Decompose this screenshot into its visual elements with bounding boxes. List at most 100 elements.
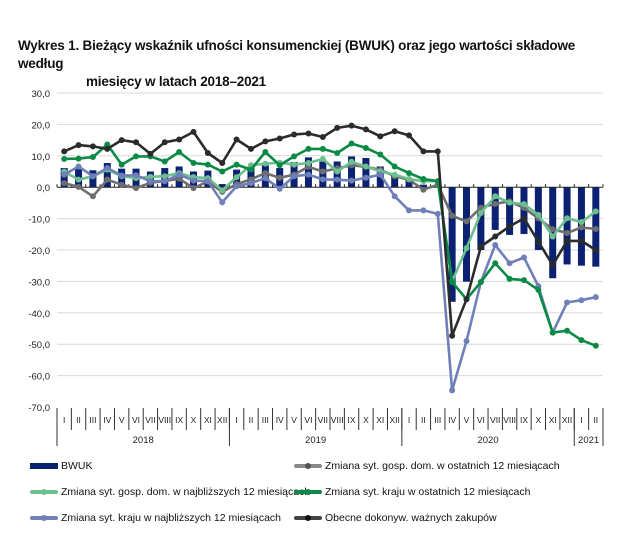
point-series-2 — [147, 173, 154, 180]
point-series-2 — [578, 219, 585, 226]
point-series-5 — [578, 237, 585, 244]
point-series-3 — [406, 170, 413, 177]
point-series-4 — [190, 177, 197, 184]
y-tick-label: 10,0 — [32, 152, 51, 163]
point-series-5 — [549, 262, 556, 269]
point-series-1 — [118, 181, 125, 188]
point-series-4 — [75, 163, 82, 170]
point-series-3 — [247, 166, 254, 173]
x-month-label: X — [536, 415, 542, 425]
x-month-label: I — [63, 415, 65, 425]
point-series-2 — [319, 155, 326, 162]
point-series-2 — [219, 187, 226, 194]
point-series-5 — [291, 131, 298, 138]
point-series-5 — [61, 148, 68, 155]
point-series-3 — [477, 279, 484, 286]
legend-label: Zmiana syt. kraju w najbliższych 12 mies… — [61, 512, 281, 524]
legend-label: BWUK — [61, 460, 93, 472]
point-series-2 — [262, 160, 269, 167]
point-series-5 — [362, 126, 369, 133]
point-series-3 — [233, 161, 240, 168]
chart-title-line-1: Wykres 1. Bieżący wskaźnik ufności konsu… — [18, 38, 576, 71]
x-month-label: IX — [175, 415, 183, 425]
point-series-3 — [334, 149, 341, 156]
point-series-3 — [276, 162, 283, 169]
point-series-4 — [233, 183, 240, 190]
y-tick-label: -20,0 — [28, 246, 50, 257]
line-series-3 — [64, 142, 597, 348]
x-month-label: VI — [477, 415, 485, 425]
legend-label: Zmiana syt. gosp. dom. w ostatnich 12 mi… — [325, 460, 560, 472]
point-series-4 — [578, 297, 585, 304]
point-series-4 — [305, 171, 312, 178]
point-series-4 — [319, 176, 326, 183]
point-series-2 — [506, 199, 513, 206]
point-series-5 — [406, 132, 413, 139]
point-series-4 — [463, 338, 470, 345]
point-series-2 — [564, 215, 571, 222]
x-month-label: VI — [132, 415, 140, 425]
point-series-5 — [319, 133, 326, 140]
point-series-3 — [319, 145, 326, 152]
point-series-1 — [564, 230, 571, 237]
x-month-label: II — [593, 415, 598, 425]
point-series-2 — [362, 163, 369, 170]
point-series-5 — [463, 296, 470, 303]
legend-label: Zmiana syt. kraju w ostatnich 12 miesiąc… — [325, 486, 531, 498]
point-series-2 — [549, 233, 556, 240]
x-month-label: VIII — [503, 415, 516, 425]
x-month-label: IV — [276, 415, 284, 425]
point-series-3 — [75, 155, 82, 162]
bar-bwuk — [391, 174, 399, 188]
bar-bwuk — [348, 156, 356, 188]
point-series-2 — [492, 193, 499, 200]
bar-bwuk — [103, 163, 111, 188]
point-series-1 — [578, 224, 585, 231]
legend-swatch-kraju-ostatnich — [294, 485, 322, 499]
bar-bwuk — [463, 187, 470, 282]
chart-plot: 30,0 20,0 10,0 0,0 -10,0 -20,0 -30,0 -40,0 -50,0… — [28, 89, 604, 446]
point-series-2 — [463, 245, 470, 252]
point-series-5 — [449, 332, 456, 339]
point-series-5 — [564, 237, 571, 244]
bar-bwuk — [549, 187, 557, 279]
point-series-5 — [391, 128, 398, 135]
point-series-3 — [549, 329, 556, 336]
y-tick-label: -50,0 — [28, 340, 50, 351]
point-series-3 — [204, 161, 211, 168]
point-series-4 — [89, 173, 96, 180]
legend-swatch-bwuk — [30, 459, 58, 473]
x-month-label: II — [76, 415, 81, 425]
x-month-label: II — [421, 415, 426, 425]
point-series-5 — [535, 238, 542, 245]
bar-bwuk — [563, 187, 571, 265]
x-month-label: IV — [448, 415, 456, 425]
legend-item-gosp-dom-ostatnich: Zmiana syt. gosp. dom. w ostatnich 12 mi… — [294, 459, 560, 473]
point-series-2 — [592, 208, 599, 215]
x-year-label: 2018 — [133, 435, 154, 446]
x-month-label: VII — [490, 415, 500, 425]
point-series-1 — [492, 200, 499, 207]
point-series-3 — [420, 176, 427, 183]
point-series-5 — [89, 143, 96, 150]
x-month-label: XII — [389, 415, 399, 425]
y-tick-label: -70,0 — [28, 403, 50, 414]
point-series-5 — [305, 130, 312, 137]
x-month-label: I — [408, 415, 410, 425]
point-series-1 — [61, 180, 68, 187]
x-month-label: V — [464, 415, 470, 425]
x-month-label: VIII — [158, 415, 171, 425]
x-month-label: IX — [520, 415, 528, 425]
x-month-label: V — [119, 415, 125, 425]
point-series-5 — [420, 148, 427, 155]
x-month-label: XII — [217, 415, 227, 425]
x-month-label: X — [363, 415, 369, 425]
point-series-1 — [276, 174, 283, 181]
point-series-1 — [477, 204, 484, 211]
point-series-5 — [133, 139, 140, 146]
bar-bwuk — [448, 187, 456, 302]
x-month-label: VI — [304, 415, 312, 425]
point-series-4 — [348, 177, 355, 184]
point-series-4 — [147, 178, 154, 185]
bar-bwuk — [362, 157, 370, 188]
